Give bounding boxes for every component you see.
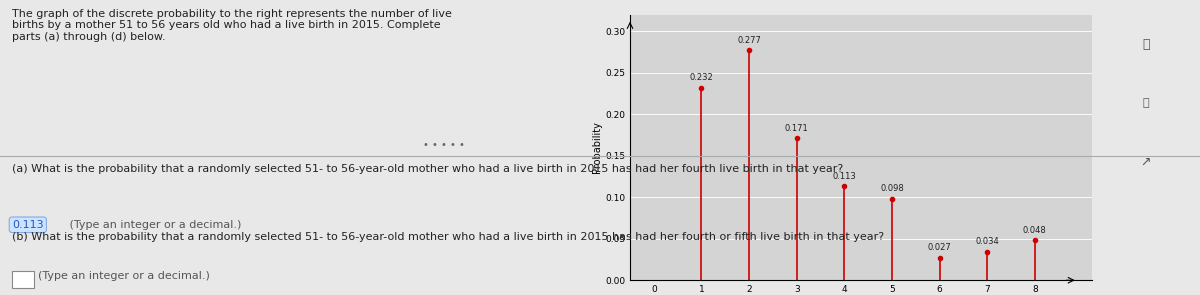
Text: 0.034: 0.034 <box>976 237 1000 246</box>
Text: (a) What is the probability that a randomly selected 51- to 56-year-old mother w: (a) What is the probability that a rando… <box>12 164 844 174</box>
Text: (b) What is the probability that a randomly selected 51- to 56-year-old mother w: (b) What is the probability that a rando… <box>12 232 884 242</box>
Text: 0.232: 0.232 <box>690 73 713 82</box>
Text: The graph of the discrete probability to the right represents the number of live: The graph of the discrete probability to… <box>12 9 452 42</box>
Text: 0.113: 0.113 <box>833 172 857 181</box>
Text: 0.171: 0.171 <box>785 124 809 132</box>
Text: 0.277: 0.277 <box>737 36 761 45</box>
Text: 🔍: 🔍 <box>1142 98 1150 108</box>
Y-axis label: Probability: Probability <box>593 122 602 173</box>
Text: 0.027: 0.027 <box>928 243 952 252</box>
Text: 0.048: 0.048 <box>1022 226 1046 235</box>
Text: 0.113: 0.113 <box>12 220 43 230</box>
Text: 0.098: 0.098 <box>880 184 904 193</box>
Text: ↗: ↗ <box>1141 156 1151 169</box>
Text: • • • • •: • • • • • <box>424 140 464 150</box>
Text: (Type an integer or a decimal.): (Type an integer or a decimal.) <box>66 220 241 230</box>
Text: 🔍: 🔍 <box>1142 38 1150 51</box>
Text: (Type an integer or a decimal.): (Type an integer or a decimal.) <box>38 271 210 281</box>
